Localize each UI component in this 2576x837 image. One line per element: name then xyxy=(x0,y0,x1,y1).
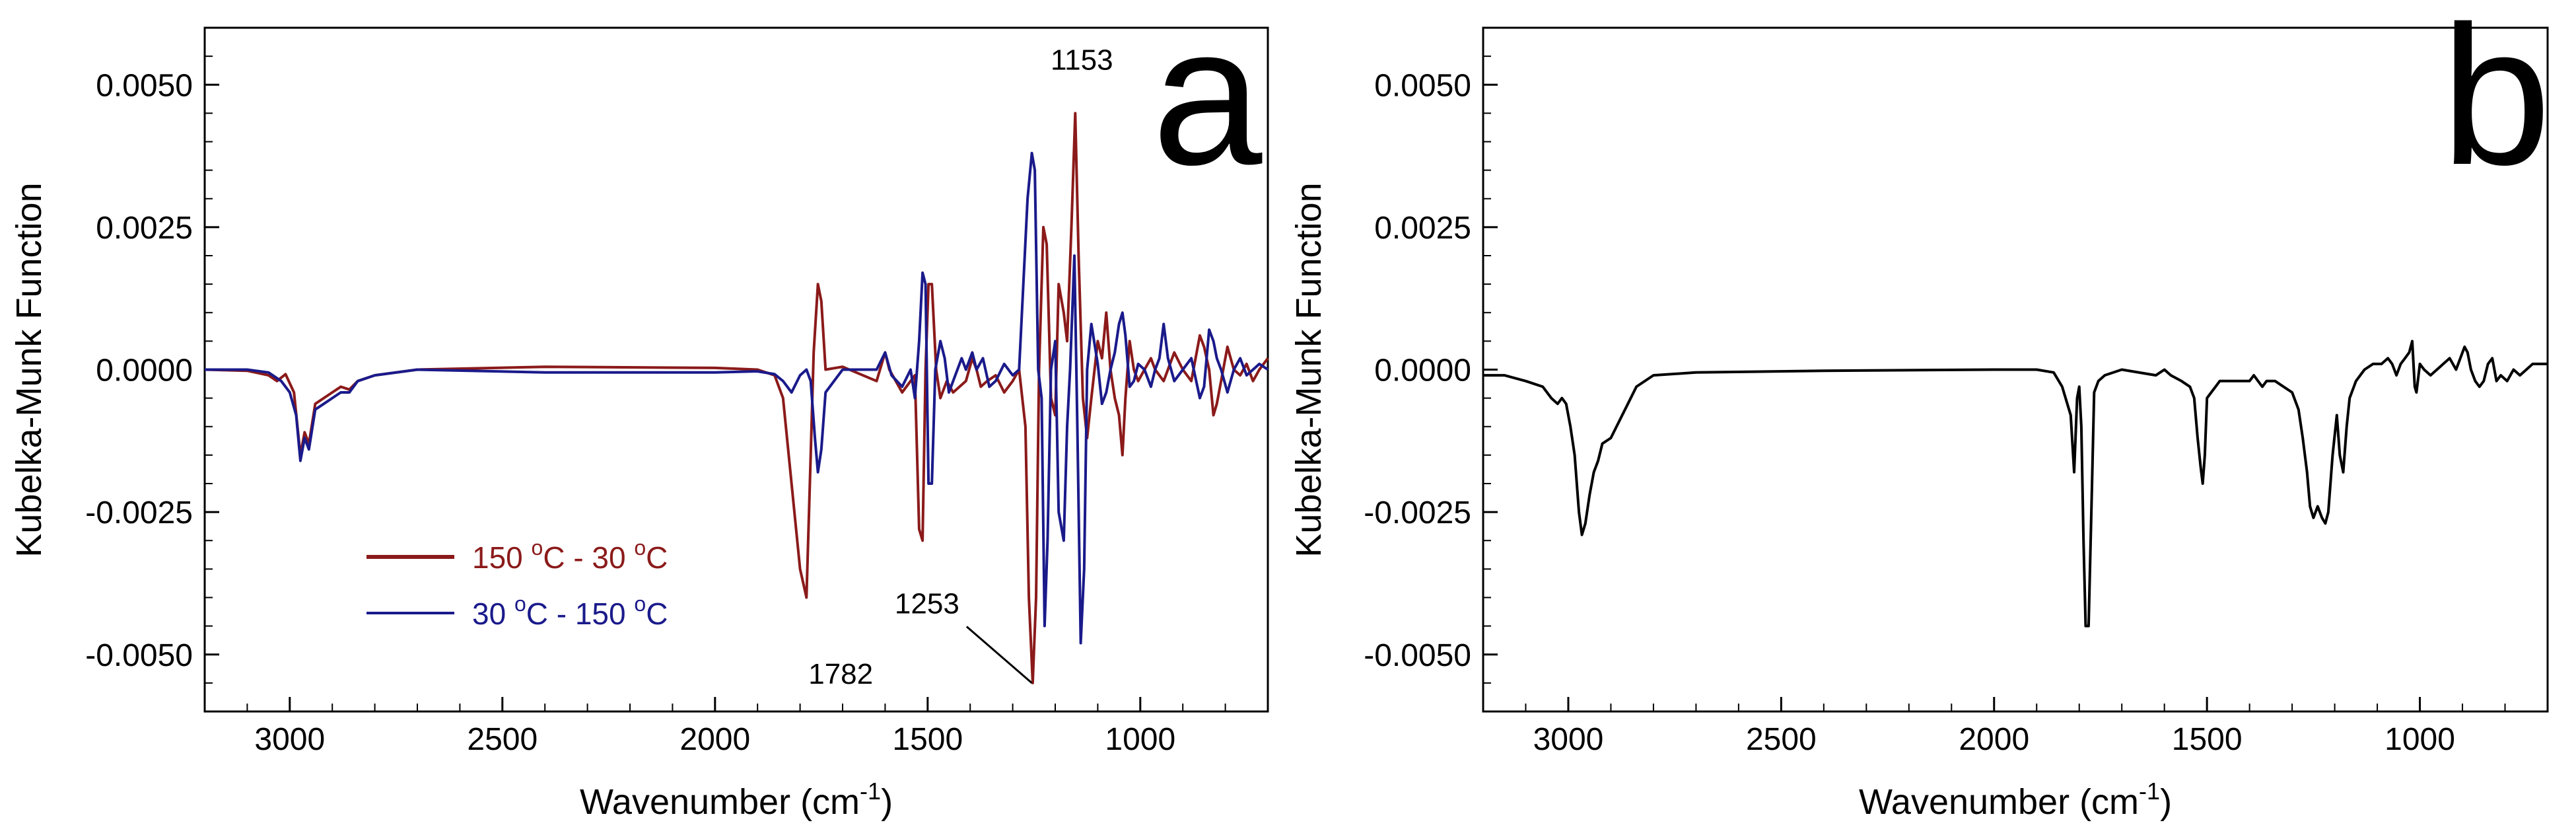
x-axis-label: Wavenumber (cm-1) xyxy=(1859,778,2172,822)
x-tick-label: 3000 xyxy=(1533,722,1604,757)
y-tick-label: -0.0025 xyxy=(1364,495,1471,530)
x-tick-label: 2500 xyxy=(467,722,538,757)
panel-letter-b: b xyxy=(2441,0,2552,206)
peak-annotation-1153: 1153 xyxy=(1051,44,1113,77)
legend-label-series-1: 150 oC - 30 oC xyxy=(472,536,668,575)
y-tick-label: 0.0050 xyxy=(1374,68,1471,103)
x-axis-label-sup: -1 xyxy=(860,778,881,805)
tick-group xyxy=(1483,55,2506,711)
x-axis-label-main: Wavenumber (cm xyxy=(580,782,860,822)
panel-a-chart: 3000 2500 2000 1500 1000 0.0050 0.0025 0.0000 -0… xyxy=(9,0,1269,822)
x-axis-label: Wavenumber (cm-1) xyxy=(580,778,893,822)
x-tick-label: 1500 xyxy=(2172,722,2243,757)
y-tick-label: -0.0050 xyxy=(1364,638,1471,673)
x-tick-label: 1500 xyxy=(892,722,963,757)
y-tick-label: -0.0025 xyxy=(85,495,193,530)
x-tick-label: 2500 xyxy=(1746,722,1817,757)
x-tick-label: 1000 xyxy=(1105,722,1175,757)
y-tick-label: 0.0000 xyxy=(1374,353,1471,388)
y-tick-label: 0.0050 xyxy=(96,68,193,103)
series-group xyxy=(1483,340,2548,628)
annotation-group: 1153 1782 1253 xyxy=(808,44,1113,690)
tick-label-group: 3000 2500 2000 1500 1000 0.0050 0.0025 0.0000 -0… xyxy=(1364,68,2455,757)
panel-letter-a: a xyxy=(1152,0,1264,206)
y-axis-label: Kubelka-Munk Function xyxy=(9,182,49,557)
series-line-1 xyxy=(204,112,1269,684)
legend: 150 oC - 30 oC 30 oC - 150 oC xyxy=(366,536,668,631)
x-tick-label: 3000 xyxy=(254,722,325,757)
peak-annotation-1253: 1253 xyxy=(895,588,959,620)
x-axis-label-main: Wavenumber (cm xyxy=(1859,782,2139,822)
x-axis-label-end: ) xyxy=(2160,782,2172,822)
y-tick-label: 0.0000 xyxy=(96,353,193,388)
tick-label-group: 3000 2500 2000 1500 1000 0.0050 0.0025 0.0000 -0… xyxy=(85,68,1175,757)
annotation-leader-line xyxy=(965,626,1033,684)
x-axis-label-end: ) xyxy=(881,782,893,822)
series-line-1 xyxy=(1483,340,2548,628)
y-tick-label: -0.0050 xyxy=(85,638,193,673)
x-axis-label-sup: -1 xyxy=(2139,778,2160,805)
legend-label-series-2: 30 oC - 150 oC xyxy=(472,592,668,631)
x-tick-label: 1000 xyxy=(2385,722,2455,757)
series-group xyxy=(204,112,1269,684)
peak-annotation-1782: 1782 xyxy=(808,658,873,690)
x-tick-label: 2000 xyxy=(1959,722,2029,757)
y-tick-label: 0.0025 xyxy=(1374,211,1471,246)
tick-group xyxy=(205,55,1226,711)
x-tick-label: 2000 xyxy=(679,722,750,757)
series-line-2 xyxy=(205,151,1269,645)
panel-b-chart: 3000 2500 2000 1500 1000 0.0050 0.0025 0.0000 -0… xyxy=(1289,0,2551,822)
y-tick-label: 0.0025 xyxy=(96,211,193,246)
y-axis-label: Kubelka-Munk Function xyxy=(1289,182,1329,557)
